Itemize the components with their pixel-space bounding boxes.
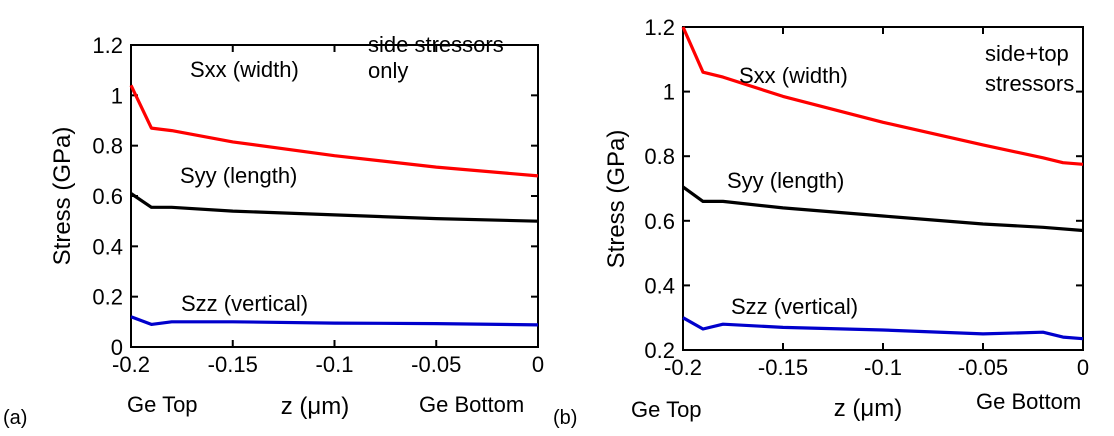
panel-b-y-axis-label: Stress (GPa) <box>603 130 630 269</box>
panel-b-x-right-end-label: Ge Bottom <box>976 389 1081 414</box>
panel-b-x-tick-label: -0.05 <box>958 355 1008 380</box>
panel-b-x-axis-label: z (μm) <box>834 395 902 422</box>
panel-b-tick-labels: 0.2 0.4 0.6 0.8 1 1.2 -0.2 -0.15 -0.1 -0.05 0 <box>644 15 1089 380</box>
panel-a-ticks <box>130 44 539 348</box>
panel-a-x-tick-label: -0.15 <box>208 352 258 377</box>
panel-a-series-label-szz: Szz (vertical) <box>181 291 308 316</box>
panel-a-y-tick-label: 1.2 <box>92 33 123 58</box>
panel-a-x-axis-label: z (μm) <box>281 393 349 420</box>
panel-b-y-tick-label: 0.6 <box>644 209 675 234</box>
panel-b-y-tick-label: 1 <box>663 80 675 105</box>
panel-b-series-label-syy: Syy (length) <box>727 168 844 193</box>
panel-a-series-label-sxx: Sxx (width) <box>190 57 299 82</box>
panel-b-series-label-sxx: Sxx (width) <box>739 63 848 88</box>
panel-b-ticks <box>682 26 1084 351</box>
panel-a-x-tick-label: -0.1 <box>316 352 354 377</box>
panel-b: 0.2 0.4 0.6 0.8 1 1.2 -0.2 -0.15 -0.1 -0.05 0 Sxx … <box>553 15 1089 429</box>
panel-a-syy-line <box>130 192 539 223</box>
panel-b-label: (b) <box>553 407 577 429</box>
panel-b-x-tick-label: -0.2 <box>664 355 702 380</box>
panel-a-tick-labels: 0 0.2 0.4 0.6 0.8 1 1.2 -0.2 -0.15 -0.1 -0.05 0 <box>92 33 544 377</box>
panel-a-x-tick-label: -0.05 <box>411 352 461 377</box>
panel-a-y-tick-label: 0 <box>111 335 123 360</box>
panel-b-y-tick-label: 0.4 <box>644 273 675 298</box>
panel-a-x-right-end-label: Ge Bottom <box>419 392 524 417</box>
panel-a-series-label-syy: Syy (length) <box>180 163 297 188</box>
panel-b-x-tick-label: -0.15 <box>758 355 808 380</box>
panel-b-sxx-line <box>681 26 1084 166</box>
panel-a: 0 0.2 0.4 0.6 0.8 1 1.2 -0.2 -0.15 -0.1 -0.05 0 Sxx… <box>3 32 544 429</box>
panel-a-szz-line <box>130 315 539 327</box>
panel-b-syy-line <box>682 185 1084 233</box>
panel-a-annotation-line1: side stressors <box>368 32 504 57</box>
panel-a-x-tick-label: 0 <box>532 352 544 377</box>
panel-b-series <box>681 26 1084 341</box>
panel-a-y-tick-label: 0.6 <box>92 184 123 209</box>
panel-b-annotation-line1: side+top <box>985 41 1069 66</box>
panel-b-x-tick-label: 0 <box>1077 355 1089 380</box>
panel-b-szz-line <box>682 316 1084 341</box>
panel-a-y-tick-label: 0.8 <box>92 134 123 159</box>
panel-a-y-axis-label: Stress (GPa) <box>49 127 76 266</box>
panel-b-x-tick-label: -0.1 <box>864 355 902 380</box>
panel-b-y-tick-label: 0.8 <box>644 144 675 169</box>
panel-a-label: (a) <box>3 407 27 429</box>
panel-b-y-tick-label: 0.2 <box>644 338 675 363</box>
panel-b-series-label-szz: Szz (vertical) <box>731 294 858 319</box>
panel-a-y-tick-label: 0.4 <box>92 234 123 259</box>
panel-a-y-tick-label: 0.2 <box>92 285 123 310</box>
panel-a-sxx-line <box>129 84 539 178</box>
panel-a-x-left-end-label: Ge Top <box>127 392 198 417</box>
panel-b-annotation-line2: stressors <box>985 71 1074 96</box>
panel-b-y-tick-label: 1.2 <box>644 15 675 40</box>
panel-a-annotation-line2: only <box>368 58 408 83</box>
panel-a-y-tick-label: 1 <box>111 83 123 108</box>
panel-a-series <box>129 84 539 327</box>
panel-b-x-left-end-label: Ge Top <box>631 397 702 422</box>
panel-a-x-tick-label: -0.2 <box>112 352 150 377</box>
